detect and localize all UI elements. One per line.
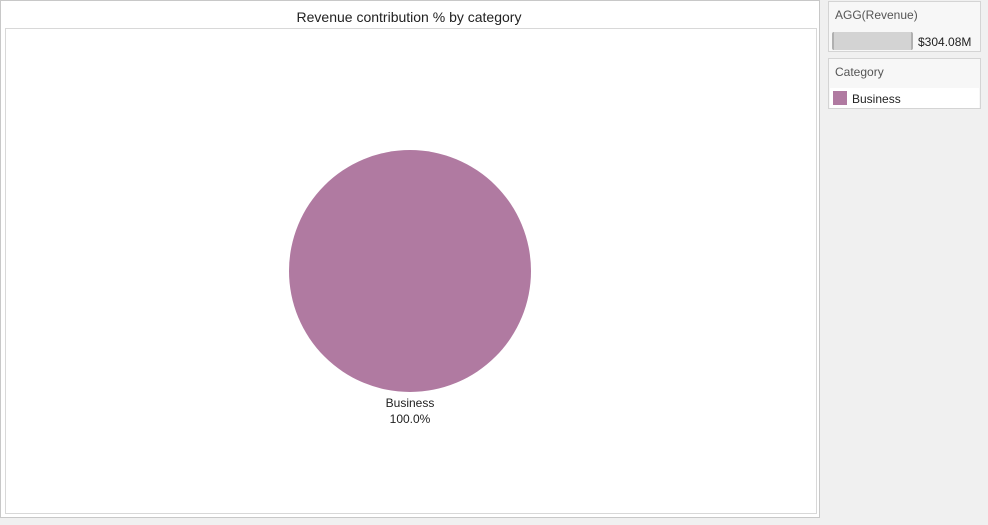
size-legend-value: $304.08M (918, 35, 972, 49)
chart-panel: Revenue contribution % by category Busin… (0, 0, 820, 518)
color-legend-title: Category (835, 65, 884, 79)
pie-slice-business[interactable] (289, 150, 531, 392)
slice-percent-label: 100.0% (390, 412, 431, 426)
size-legend-card: AGG(Revenue) $304.08M (828, 1, 981, 52)
slice-category-label: Business (386, 396, 435, 410)
plot-area: Business 100.0% (5, 28, 817, 514)
legend-item-label: Business (852, 92, 901, 106)
legend-item[interactable]: Business (830, 88, 979, 108)
size-legend-bar (832, 32, 913, 50)
size-legend-title: AGG(Revenue) (835, 8, 918, 22)
chart-title: Revenue contribution % by category (296, 9, 522, 25)
legend-swatch (833, 91, 847, 105)
pie-chart: Business 100.0% (289, 150, 531, 426)
color-legend-card: Category Business (828, 58, 981, 109)
